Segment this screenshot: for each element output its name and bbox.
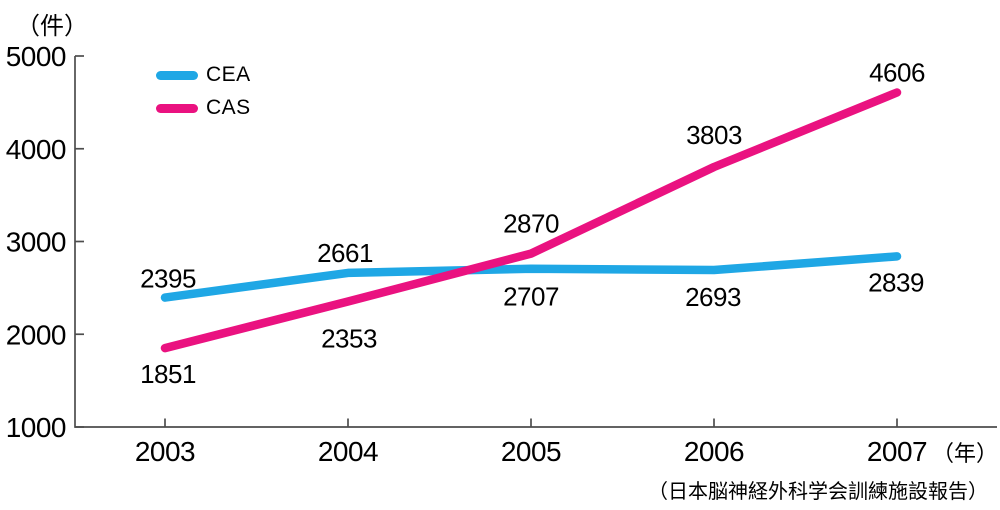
cea-line [160,252,902,302]
cas-value-label: 4606 [869,58,925,88]
cas-value-label: 1851 [140,359,196,389]
cas-value-label: 2353 [321,324,377,354]
y-tick-label: 2000 [6,319,66,350]
cas-line [160,88,902,353]
x-tick-label: 2007 [867,436,927,467]
cea-value-label: 2395 [140,264,196,294]
cas-value-label: 2870 [503,209,559,239]
legend: CEA CAS [156,63,251,129]
y-tick-label: 3000 [6,227,66,258]
cea-value-label: 2661 [317,238,373,268]
legend-label-cas: CAS [206,96,251,119]
x-tick-label: 2005 [501,436,561,467]
x-tick-label: 2003 [135,436,195,467]
x-tick-label: 2004 [318,436,378,467]
legend-item-cas: CAS [156,96,251,120]
cea-value-label: 2839 [868,267,924,297]
cea-value-label: 2707 [503,282,559,312]
legend-item-cea: CEA [156,63,251,87]
cas-line-swatch [156,103,198,113]
y-axis-unit-label: （件） [16,13,88,40]
cas-value-label: 3803 [686,120,742,150]
x-axis-unit-label: （年） [931,441,998,466]
cea-line-swatch [156,70,198,80]
source-note: （日本脳神経外科学会訓練施設報告） [648,481,988,503]
x-tick-label: 2006 [684,436,744,467]
y-tick-label: 4000 [6,134,66,165]
y-tick-label: 5000 [6,41,66,72]
legend-label-cea: CEA [206,63,251,86]
y-tick-label: 1000 [6,412,66,443]
cea-value-label: 2693 [685,282,741,312]
